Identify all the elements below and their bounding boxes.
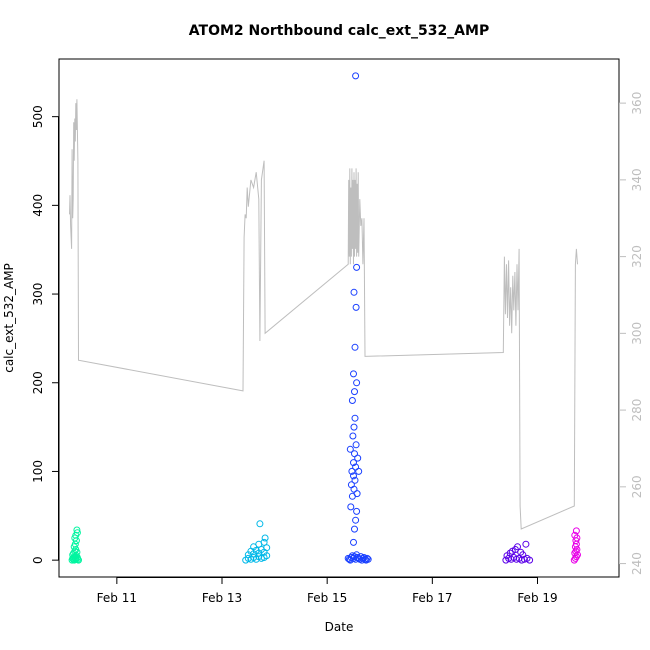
y2-tick-label: 280 bbox=[630, 399, 644, 422]
data-point bbox=[352, 516, 360, 524]
plot-frame bbox=[58, 58, 620, 578]
y-tick-label: 300 bbox=[31, 283, 45, 306]
data-point bbox=[350, 370, 357, 378]
x-tick-label: Feb 15 bbox=[307, 591, 347, 605]
bottom-axis: Feb 11 Feb 13 Feb 15 Feb 17 Feb 19 bbox=[97, 577, 558, 605]
data-point bbox=[73, 526, 81, 534]
y-tick-label: 100 bbox=[31, 460, 45, 483]
series-3 bbox=[344, 72, 372, 564]
data-point bbox=[572, 553, 580, 561]
left-axis: 0 100 200 300 400 500 bbox=[31, 105, 59, 564]
secondary-line-layer bbox=[69, 99, 578, 530]
x-tick-label: Feb 19 bbox=[517, 591, 557, 605]
data-point bbox=[348, 467, 356, 475]
data-point bbox=[350, 423, 358, 431]
data-point bbox=[351, 388, 358, 396]
y2-tick-label: 240 bbox=[630, 552, 644, 575]
y2-tick-label: 340 bbox=[630, 168, 644, 191]
right-axis: 240 260 280 300 320 340 360 bbox=[619, 92, 644, 575]
data-point bbox=[261, 534, 269, 542]
y-tick-label: 200 bbox=[31, 371, 45, 394]
data-point bbox=[352, 441, 360, 449]
data-point bbox=[526, 556, 534, 564]
data-point bbox=[73, 548, 81, 556]
chart-title: ATOM2 Northbound calc_ext_532_AMP bbox=[189, 23, 489, 39]
data-point bbox=[351, 525, 358, 533]
data-point bbox=[363, 554, 371, 562]
x-tick-label: Feb 17 bbox=[412, 591, 452, 605]
y-tick-label: 400 bbox=[31, 194, 45, 217]
y-tick-label: 500 bbox=[31, 105, 45, 128]
data-point bbox=[572, 527, 580, 535]
data-point bbox=[570, 556, 578, 564]
data-point bbox=[571, 531, 579, 539]
data-point bbox=[364, 555, 372, 563]
data-point bbox=[354, 454, 362, 462]
data-point bbox=[355, 467, 363, 475]
data-point bbox=[256, 520, 264, 528]
data-point bbox=[348, 397, 356, 404]
data-point bbox=[352, 303, 360, 311]
series-1 bbox=[68, 526, 82, 564]
x-tick-label: Feb 11 bbox=[97, 591, 137, 605]
data-point bbox=[74, 555, 82, 563]
y-axis-label: calc_ext_532_AMP bbox=[2, 263, 16, 373]
data-point bbox=[73, 529, 81, 537]
data-point bbox=[350, 459, 357, 467]
y-tick-label: 0 bbox=[31, 556, 45, 564]
x-tick-label: Feb 13 bbox=[202, 591, 242, 605]
y2-tick-label: 320 bbox=[630, 245, 644, 268]
data-point bbox=[347, 503, 355, 511]
data-point bbox=[347, 481, 355, 489]
data-point bbox=[514, 543, 521, 551]
data-point bbox=[260, 538, 268, 546]
data-point bbox=[353, 507, 361, 515]
data-point bbox=[353, 379, 361, 387]
data-point bbox=[351, 414, 359, 422]
data-point bbox=[350, 538, 357, 546]
data-point bbox=[506, 549, 514, 557]
x-axis-label: Date bbox=[325, 620, 354, 634]
data-point bbox=[351, 476, 359, 484]
plot-border bbox=[58, 58, 620, 578]
series-5 bbox=[570, 527, 581, 564]
data-point bbox=[351, 343, 359, 351]
y2-tick-label: 360 bbox=[630, 92, 644, 115]
data-point bbox=[346, 445, 354, 453]
series-2 bbox=[242, 520, 271, 564]
data-point bbox=[75, 556, 82, 564]
y2-tick-label: 260 bbox=[630, 475, 644, 498]
data-point bbox=[353, 490, 361, 498]
y2-tick-label: 300 bbox=[630, 322, 644, 345]
points-layer bbox=[68, 72, 581, 564]
data-point bbox=[352, 72, 360, 80]
data-point bbox=[349, 432, 357, 440]
series-4 bbox=[502, 540, 534, 564]
data-point bbox=[350, 472, 357, 480]
secondary-line bbox=[69, 99, 578, 530]
data-point bbox=[353, 263, 361, 271]
data-point bbox=[522, 540, 530, 548]
data-point bbox=[519, 551, 527, 559]
data-point bbox=[350, 288, 358, 296]
